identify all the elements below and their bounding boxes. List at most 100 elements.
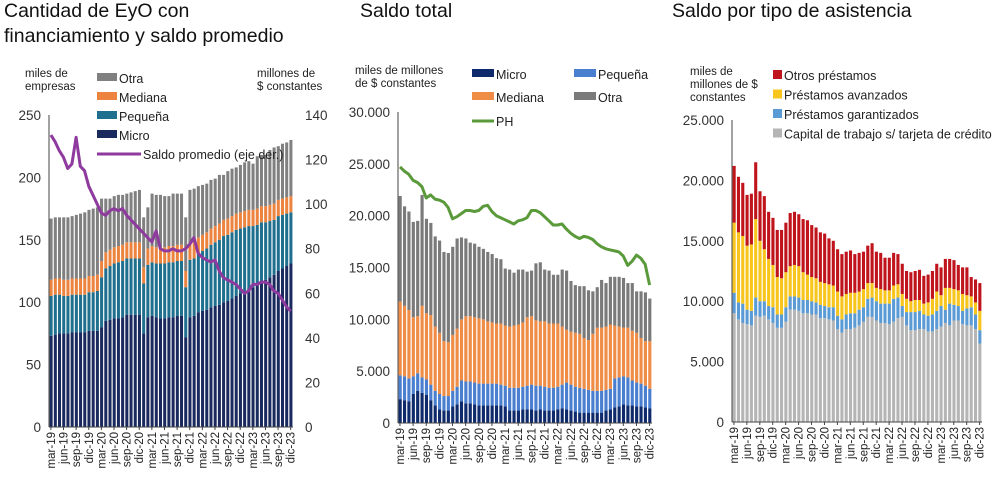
- bar-stack: [268, 149, 272, 427]
- bar-otra: [582, 286, 586, 338]
- bar-otra: [272, 147, 276, 204]
- bar-pequeña: [459, 380, 464, 402]
- bar-mediana: [525, 317, 529, 386]
- bar-stack: [276, 146, 280, 427]
- bar-otra: [154, 194, 158, 248]
- bar-pequeña: [175, 261, 179, 316]
- bar-mediana: [600, 327, 604, 391]
- bar-micro: [613, 407, 617, 423]
- bar-pequeña: [158, 263, 163, 319]
- bar-stack: [547, 270, 551, 423]
- bar-otros-préstamos: [732, 165, 736, 223]
- bar-préstamos-avanzados: [745, 245, 749, 310]
- bar-stack: [900, 263, 904, 422]
- bar-otros-préstamos: [810, 225, 814, 278]
- bar-préstamos-garantizados: [913, 312, 917, 331]
- bar-otros-préstamos: [848, 250, 853, 293]
- bar-pequeña: [591, 390, 595, 413]
- bar-otra: [534, 263, 538, 321]
- bar-otra: [499, 259, 503, 324]
- bar-micro: [494, 405, 499, 423]
- x-tick-label: mar-21: [147, 432, 159, 468]
- bar-capital-de-trabajo-s-tarjeta-de-crédito: [905, 325, 909, 422]
- x-tick-label: dic-21: [871, 427, 883, 458]
- bar-stack: [137, 189, 141, 427]
- bar-mediana: [238, 212, 242, 229]
- bar-stack: [508, 269, 512, 423]
- bar-otra: [411, 221, 415, 318]
- bar-stack: [930, 271, 934, 422]
- bar-mediana: [142, 267, 146, 284]
- x-tick-label: mar-21: [500, 428, 512, 464]
- bar-préstamos-avanzados: [823, 283, 827, 307]
- bar-otros-préstamos: [857, 252, 861, 292]
- bar-pequeña: [529, 384, 534, 410]
- bar-otra: [100, 198, 104, 262]
- bar-préstamos-avanzados: [771, 264, 775, 308]
- bar-otra: [87, 209, 91, 276]
- x-tick-label: dic-21: [185, 432, 197, 463]
- bar-pequeña: [289, 212, 293, 264]
- bar-otra: [407, 211, 411, 310]
- bar-stack: [442, 251, 446, 423]
- bar-stack: [556, 274, 560, 423]
- bar-micro: [600, 412, 604, 423]
- bar-capital-de-trabajo-s-tarjeta-de-crédito: [930, 331, 934, 422]
- bar-mediana: [503, 325, 507, 386]
- legend-swatch: [97, 92, 117, 100]
- y-axis-label: constantes: [690, 92, 746, 104]
- bar-stack: [243, 162, 247, 427]
- bar-mediana: [635, 332, 639, 383]
- bar-préstamos-garantizados: [780, 314, 784, 328]
- bar-mediana: [565, 329, 569, 383]
- bar-otra: [95, 207, 99, 275]
- bar-micro: [62, 333, 66, 427]
- bar-stack: [87, 209, 91, 427]
- bar-préstamos-avanzados: [969, 296, 973, 308]
- bar-otra: [442, 251, 446, 342]
- legend-swatch: [574, 69, 596, 77]
- bar-mediana: [83, 278, 87, 295]
- bar-capital-de-trabajo-s-tarjeta-de-crédito: [736, 319, 741, 422]
- bar-micro: [226, 300, 230, 427]
- bar-micro: [635, 406, 639, 423]
- bar-mediana: [230, 216, 234, 233]
- legend-label: Préstamos garantizados: [784, 108, 919, 122]
- bar-pequeña: [499, 384, 503, 406]
- bar-pequeña: [648, 388, 652, 409]
- bar-otra: [251, 163, 255, 210]
- bar-otra: [508, 269, 512, 327]
- bar-mediana: [556, 323, 560, 387]
- bar-mediana: [180, 244, 184, 262]
- bar-otra: [481, 248, 485, 320]
- bar-capital-de-trabajo-s-tarjeta-de-crédito: [814, 314, 818, 422]
- bar-otra: [477, 246, 481, 319]
- bar-stack: [104, 198, 108, 427]
- bar-otros-préstamos: [758, 191, 762, 241]
- legend-item: Préstamos garantizados: [773, 108, 919, 122]
- y-tick-label: 250: [18, 108, 41, 123]
- bar-capital-de-trabajo-s-tarjeta-de-crédito: [792, 309, 797, 422]
- bar-préstamos-garantizados: [874, 301, 878, 321]
- x-tick-label: mar-22: [884, 427, 896, 463]
- bar-micro: [276, 271, 280, 427]
- bar-stack: [948, 258, 952, 422]
- bar-pequeña: [184, 287, 188, 338]
- legend-item: Micro: [472, 68, 527, 82]
- bar-micro: [49, 335, 53, 427]
- bar-stack: [775, 229, 779, 422]
- bar-otra: [433, 236, 437, 327]
- bar-mediana: [196, 237, 200, 254]
- x-tick-label: sep-20: [807, 427, 819, 462]
- bar-stack: [234, 167, 238, 427]
- bar-stack: [582, 286, 586, 423]
- bar-pequeña: [108, 266, 112, 320]
- bar-stack: [874, 251, 878, 422]
- legend: Otra Mediana Pequeña Micro Saldo promedio (e…: [97, 72, 283, 162]
- x-tick-label: mar-23: [605, 428, 617, 464]
- bar-mediana: [62, 279, 66, 296]
- bar-stack: [125, 193, 129, 427]
- x-tick-label: mar-19: [729, 427, 741, 463]
- bar-capital-de-trabajo-s-tarjeta-de-crédito: [780, 327, 784, 422]
- bar-otros-préstamos: [930, 271, 934, 299]
